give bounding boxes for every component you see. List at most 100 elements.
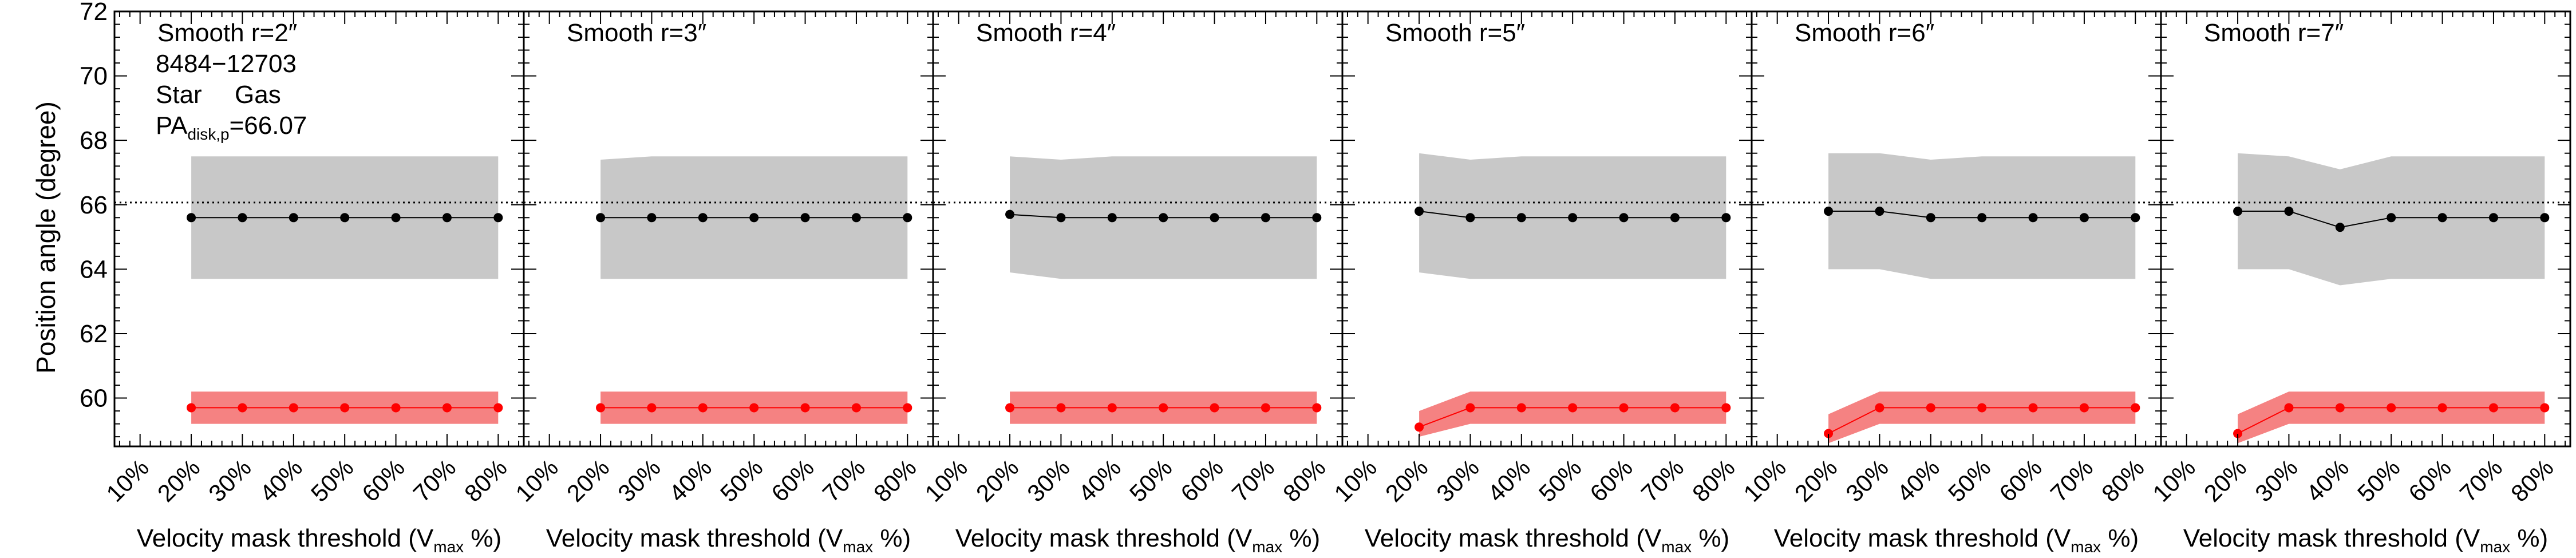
x-tick-label: 10% <box>101 454 154 507</box>
panel-title: Smooth r=4″ <box>976 19 1116 47</box>
x-tick-label: 40% <box>1892 454 1945 507</box>
gas-point <box>187 403 196 412</box>
x-axis-label-sub: max <box>843 538 873 556</box>
x-axis-label-main: Velocity mask threshold (V <box>1774 524 2071 552</box>
y-axis-label: Position angle (degree) <box>31 101 61 374</box>
x-tick-label: 20% <box>2199 454 2252 507</box>
x-axis-label: Velocity mask threshold (Vmax %) <box>1365 524 1729 556</box>
star-point <box>1210 213 1219 222</box>
gas-point <box>442 403 452 412</box>
panel-title: Smooth r=2″ <box>157 19 297 47</box>
chart-panel: 10%20%30%40%50%60%70%80% Smooth r=5″ Veloc… <box>1329 11 1752 556</box>
gas-point <box>238 403 247 412</box>
gas-point <box>1926 403 1935 412</box>
x-tick-label: 80% <box>2506 454 2559 507</box>
star-point <box>2029 213 2038 222</box>
x-tick-label: 40% <box>664 454 717 507</box>
gas-point <box>2080 403 2089 412</box>
x-axis-label: Velocity mask threshold (Vmax %) <box>955 524 1320 556</box>
gas-uncertainty-band <box>1419 391 1726 437</box>
gas-point <box>1312 403 1321 412</box>
star-point <box>2438 213 2447 222</box>
x-tick-label: 40% <box>2301 454 2354 507</box>
x-axis-label-sub: max <box>433 538 464 556</box>
gas-point <box>1210 403 1219 412</box>
star-point <box>1926 213 1935 222</box>
star-point <box>698 213 708 222</box>
panels: 6062646668707210%20%30%40%50%60%70%80%Sm… <box>80 0 2570 556</box>
x-tick-label: 80% <box>1687 454 1740 507</box>
x-tick-label: 20% <box>1380 454 1433 507</box>
star-point <box>1875 207 1884 216</box>
star-point <box>1159 213 1168 222</box>
gas-point <box>2540 403 2549 412</box>
y-tick-label: 68 <box>80 126 108 155</box>
star-point <box>2233 207 2242 216</box>
legend-star-label: Star <box>156 81 202 109</box>
gas-point <box>493 403 503 412</box>
y-tick-label: 62 <box>80 320 108 348</box>
gas-point <box>749 403 758 412</box>
x-tick-label: 30% <box>1022 454 1075 507</box>
star-point <box>238 213 247 222</box>
star-point <box>289 213 298 222</box>
gas-point <box>801 403 810 412</box>
gas-point <box>1415 422 1424 432</box>
gas-point <box>2387 403 2396 412</box>
x-tick-label: 10% <box>2147 454 2200 507</box>
star-point <box>1824 207 1833 216</box>
x-tick-label: 60% <box>766 454 819 507</box>
gas-point <box>1465 403 1475 412</box>
x-tick-label: 50% <box>2352 454 2405 507</box>
x-tick-label: 20% <box>1789 454 1843 507</box>
gas-point <box>1261 403 1270 412</box>
gas-point <box>1108 403 1117 412</box>
star-point <box>1619 213 1629 222</box>
gas-point <box>1159 403 1168 412</box>
gas-point <box>852 403 861 412</box>
x-tick-label: 60% <box>357 454 410 507</box>
x-tick-label: 70% <box>408 454 461 507</box>
x-tick-label: 50% <box>1534 454 1587 507</box>
x-axis-label: Velocity mask threshold (Vmax %) <box>1774 524 2139 556</box>
x-tick-label: 50% <box>1943 454 1996 507</box>
gas-point <box>1568 403 1577 412</box>
star-point <box>2489 213 2498 222</box>
x-axis-label-sub: max <box>2071 538 2101 556</box>
gas-point <box>289 403 298 412</box>
chart-panel: 10%20%30%40%50%60%70%80% Smooth r=3″ Veloc… <box>510 11 933 556</box>
x-tick-label: 40% <box>255 454 308 507</box>
star-point <box>2336 223 2345 232</box>
legend: 8484−12703 Star Gas PAdisk,p=66.07 <box>156 50 307 143</box>
gas-point <box>1875 403 1884 412</box>
gas-point <box>2029 403 2038 412</box>
x-tick-label: 30% <box>1431 454 1484 507</box>
gas-point <box>1517 403 1526 412</box>
x-axis-label-sub: max <box>1252 538 1282 556</box>
star-point <box>2387 213 2396 222</box>
star-point <box>801 213 810 222</box>
star-point <box>392 213 401 222</box>
panel-title: Smooth r=3″ <box>567 19 706 47</box>
gas-point <box>596 403 605 412</box>
gas-point <box>698 403 708 412</box>
gas-point <box>903 403 912 412</box>
pa-label-sub: disk,p <box>187 125 229 143</box>
x-tick-label: 80% <box>868 454 922 507</box>
x-axis-label-sub: max <box>1661 538 1692 556</box>
x-tick-label: 10% <box>1329 454 1382 507</box>
x-axis-label-end: %) <box>2510 524 2548 552</box>
y-tick-label: 60 <box>80 385 108 413</box>
x-tick-label: 70% <box>1227 454 1280 507</box>
panel-title: Smooth r=7″ <box>2204 19 2344 47</box>
x-tick-label: 20% <box>152 454 206 507</box>
x-tick-label: 60% <box>2403 454 2456 507</box>
gas-point <box>1670 403 1680 412</box>
x-tick-label: 50% <box>715 454 768 507</box>
chart-panel: 10%20%30%40%50%60%70%80% Smooth r=6″ Veloc… <box>1738 11 2161 556</box>
x-tick-label: 80% <box>2096 454 2150 507</box>
y-tick-label: 72 <box>80 0 108 26</box>
legend-gas-label: Gas <box>235 81 281 109</box>
star-point <box>340 213 349 222</box>
x-axis-label-main: Velocity mask threshold (V <box>137 524 434 552</box>
